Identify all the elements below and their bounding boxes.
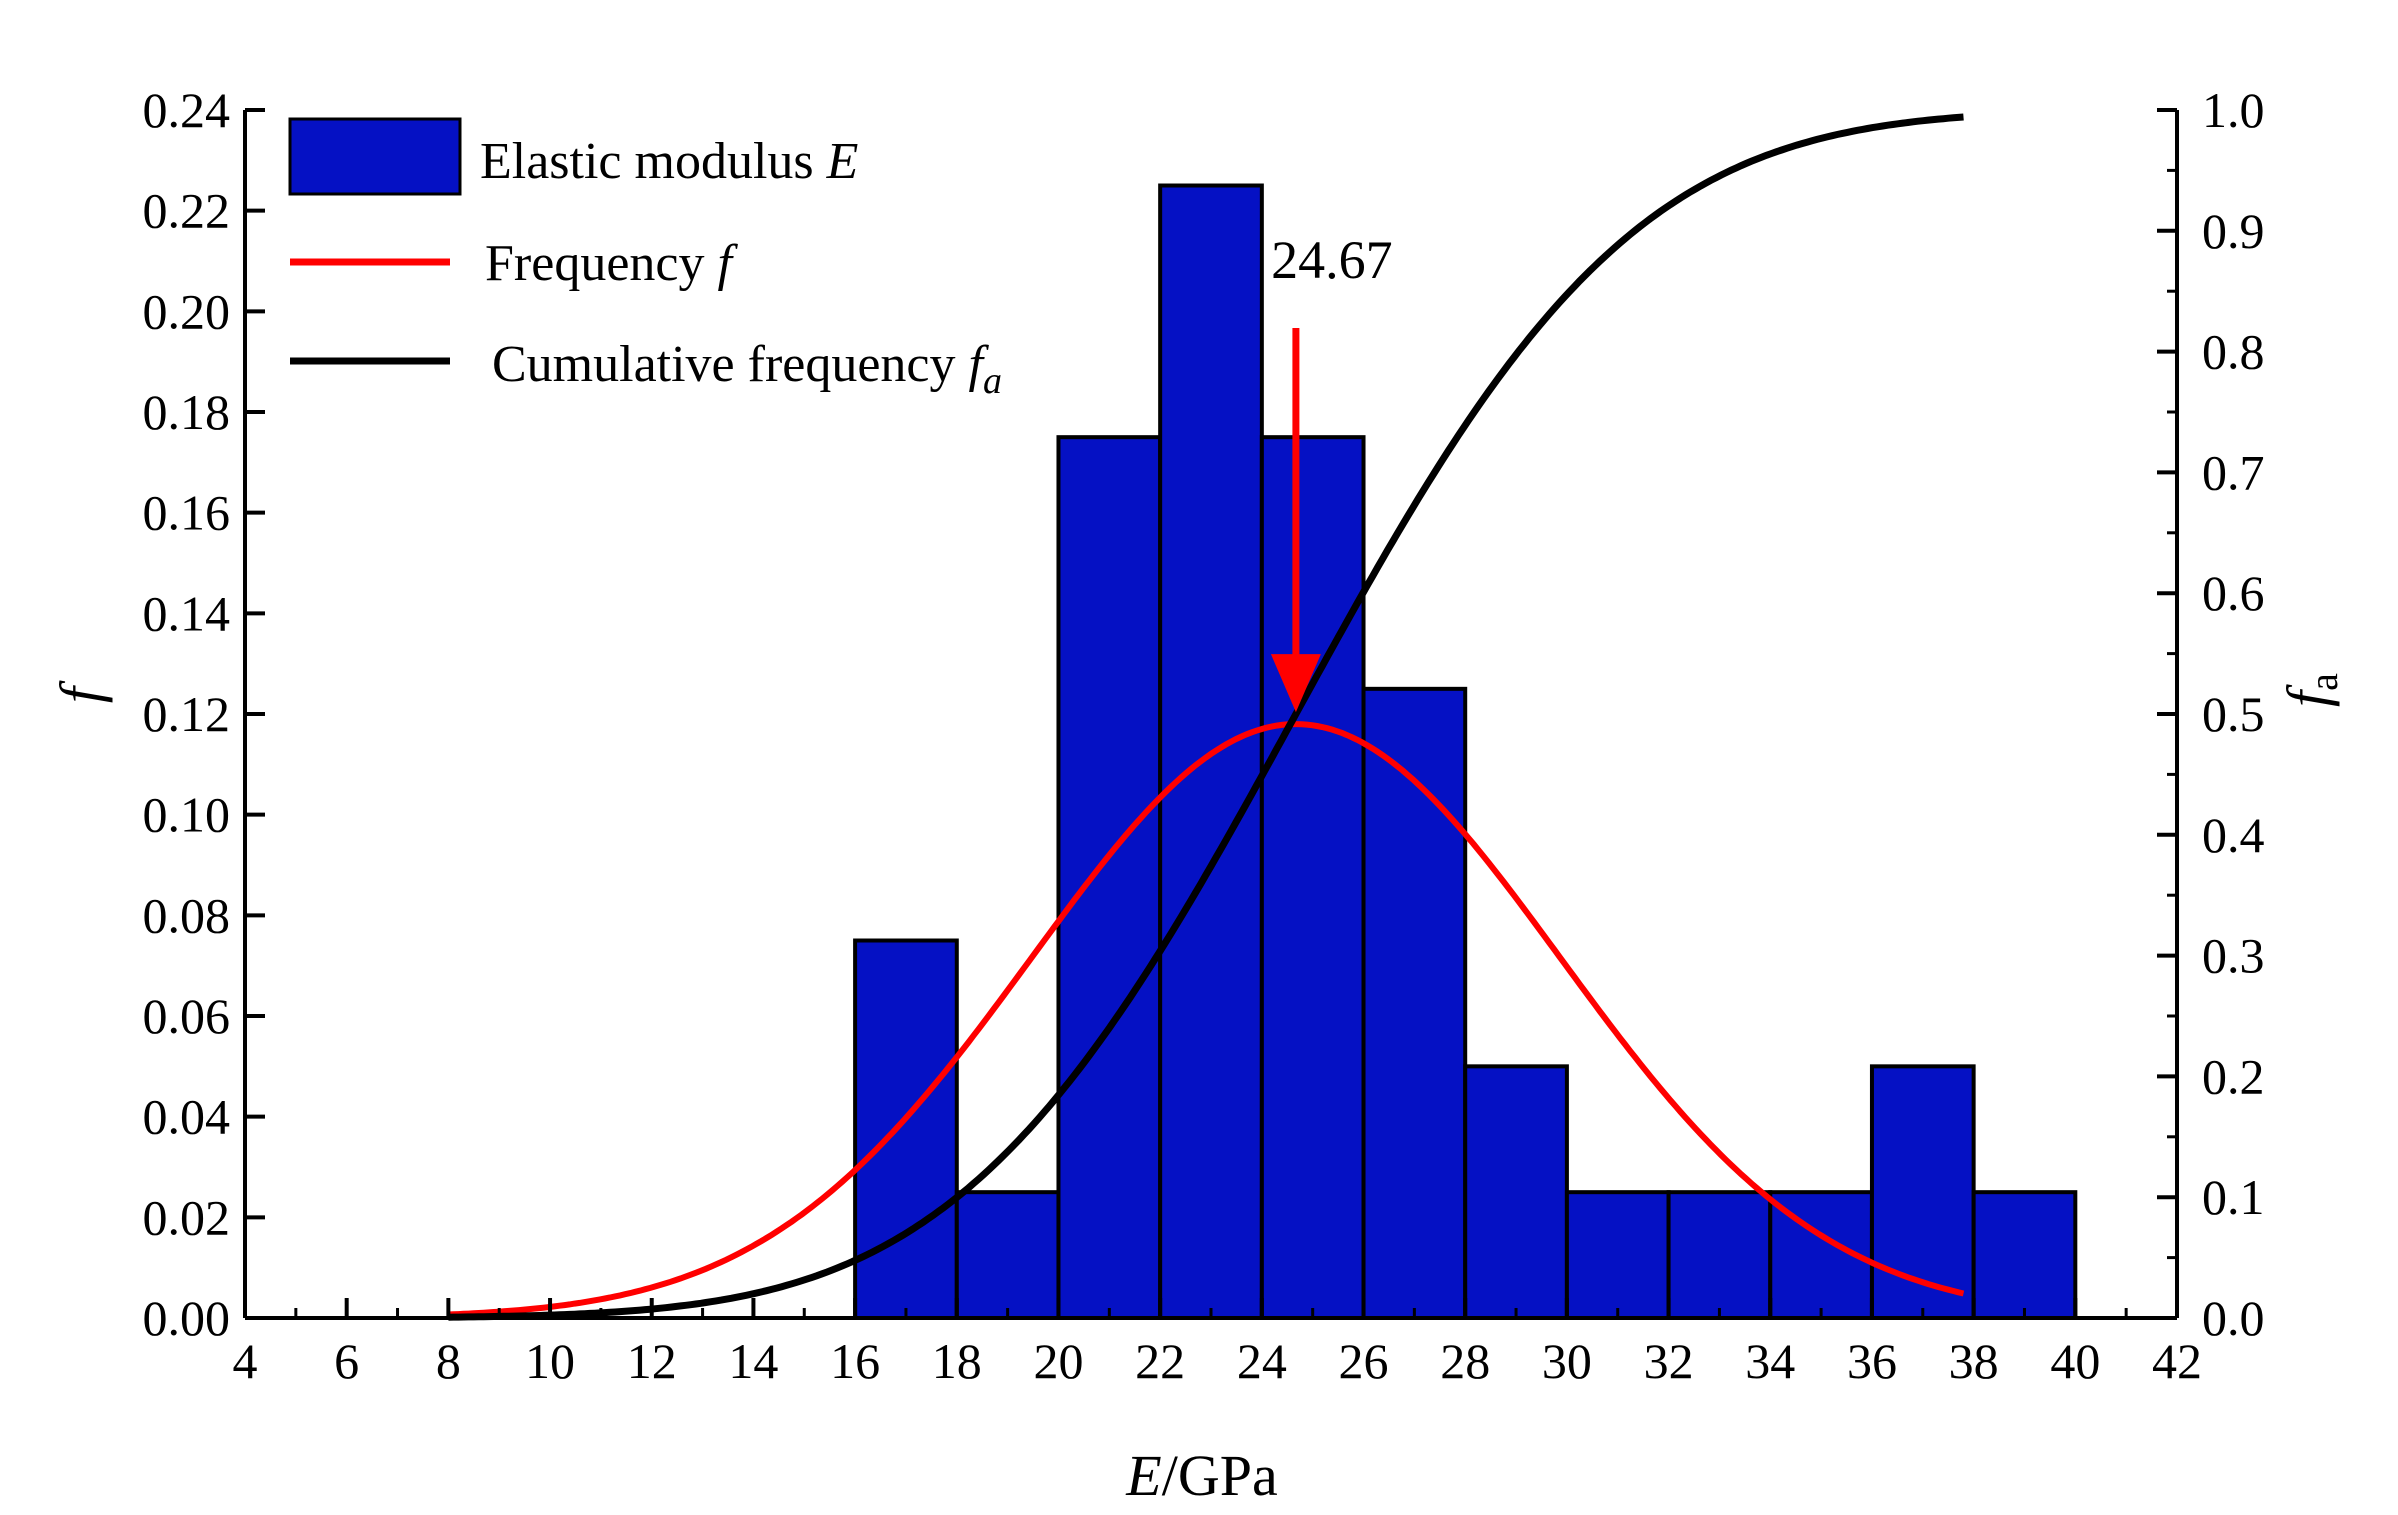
y-right-tick-label: 0.4 [2202,807,2265,863]
y-left-tick-label: 0.08 [143,887,231,943]
x-axis-unit: /GPa [1162,1443,1278,1508]
mean-annotation: 24.67 [1270,230,1393,713]
y-left-tick-label: 0.12 [143,686,231,742]
x-tick-label: 40 [2050,1333,2100,1389]
x-tick-label: 36 [1847,1333,1897,1389]
legend-sub-cumulative: a [983,360,1002,402]
histogram-bar [1259,435,1366,1320]
y-right-tick-label: 0.5 [2202,686,2265,742]
legend-text-elastic-modulus: Elastic modulus [480,133,827,190]
y-left-axis-ticks: 0.00 0.02 0.04 0.06 0.08 0.10 0.12 0.14 0.16 0.18… [143,82,265,1346]
y-right-axis-sub: a [2301,673,2346,691]
mean-arrow-head [1270,654,1321,713]
x-axis-ticks: 4 6 8 10 12 14 16 18 20 22 24 26 28 30 32 34 36 38 40 42 [233,1298,2202,1389]
histogram-bar [1056,435,1163,1320]
y-left-tick-label: 0.06 [143,988,231,1044]
x-tick-label: 16 [830,1333,880,1389]
x-tick-label: 28 [1440,1333,1490,1389]
legend-swatch-elastic-modulus [288,117,462,196]
legend-text-cumulative: Cumulative frequency [492,336,969,393]
cumulative-frequency-curve [448,113,1964,1321]
x-axis-title: E/GPa [1125,1443,1277,1508]
y-left-tick-label: 0.10 [143,787,231,843]
x-tick-label: 20 [1033,1333,1083,1389]
histogram-bar [1463,1064,1569,1321]
histogram-bar [1361,686,1468,1320]
x-tick-label: 18 [932,1333,982,1389]
legend-label-frequency: Frequency f [485,235,738,292]
mean-value-label: 24.67 [1271,230,1393,290]
x-axis-variable: E [1125,1443,1161,1508]
y-left-axis-title: f [48,680,113,703]
y-left-tick-label: 0.16 [143,485,231,541]
x-tick-label: 34 [1745,1333,1795,1389]
y-right-tick-label: 0.7 [2202,444,2265,500]
histogram-bar [1666,1190,1773,1320]
y-right-tick-label: 0.0 [2202,1290,2265,1346]
y-right-tick-label: 0.3 [2202,928,2265,984]
y-right-axis-ticks: 0.0 0.1 0.2 0.3 0.4 0.5 0.6 0.7 0.8 0.9 1.0 [2157,82,2265,1346]
legend-italic-elastic-modulus: E [826,133,859,190]
x-tick-label: 14 [728,1333,778,1389]
x-tick-label: 4 [233,1333,258,1389]
legend-label-elastic-modulus: Elastic modulus E [480,133,858,190]
y-right-axis-title: fa [2275,673,2346,707]
x-tick-label: 12 [627,1333,677,1389]
legend-text-frequency: Frequency [485,235,717,292]
y-left-tick-label: 0.18 [143,384,231,440]
y-left-tick-label: 0.02 [143,1189,231,1245]
y-left-tick-label: 0.24 [143,82,231,138]
legend-italic-frequency: f [717,235,738,292]
x-tick-label: 22 [1135,1333,1185,1389]
x-tick-label: 24 [1237,1333,1287,1389]
x-tick-label: 32 [1644,1333,1694,1389]
legend: Elastic modulus E Frequency f Cumulative… [288,117,1002,402]
y-right-tick-label: 0.8 [2202,324,2265,380]
histogram-bar [1971,1190,2078,1320]
y-right-tick-label: 0.9 [2202,203,2265,259]
histogram-bar [954,1190,1061,1320]
frequency-curve [448,721,1965,1318]
y-right-tick-label: 0.6 [2202,565,2265,621]
histogram-bar [1564,1190,1671,1320]
y-left-tick-label: 0.00 [143,1290,231,1346]
x-tick-label: 10 [525,1333,575,1389]
y-left-tick-label: 0.14 [143,585,231,641]
x-tick-label: 42 [2152,1333,2202,1389]
x-tick-label: 26 [1339,1333,1389,1389]
y-right-tick-label: 1.0 [2202,82,2265,138]
histogram-bars [853,183,2078,1321]
x-tick-label: 38 [1949,1333,1999,1389]
x-tick-label: 8 [436,1333,461,1389]
y-left-tick-label: 0.04 [143,1089,231,1145]
y-right-tick-label: 0.2 [2202,1048,2265,1104]
y-left-tick-label: 0.22 [143,183,231,239]
y-right-tick-label: 0.1 [2202,1169,2265,1225]
legend-label-cumulative: Cumulative frequency fa [492,336,1002,402]
x-tick-label: 6 [334,1333,359,1389]
y-left-tick-label: 0.20 [143,283,231,339]
histogram-bar [853,938,959,1320]
x-tick-label: 30 [1542,1333,1592,1389]
